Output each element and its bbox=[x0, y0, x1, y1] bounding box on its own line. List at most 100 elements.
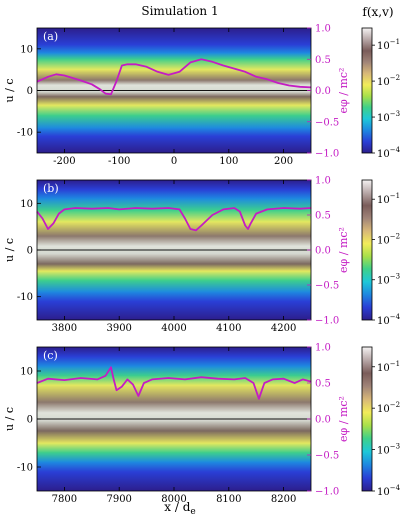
panel-b: (b) 3800 3900 4000 4100 4200 -10 0 10 u / c −1.0 −0… bbox=[3, 176, 401, 335]
x-tick-label: -100 bbox=[108, 156, 130, 167]
colorbar-tick-base: 10 bbox=[377, 149, 390, 160]
colorbar-tick-label: 10−2 bbox=[377, 232, 400, 246]
colorbar-tick-base: 10 bbox=[377, 113, 390, 124]
y-tick-label: -10 bbox=[17, 292, 33, 303]
potential-line bbox=[36, 207, 312, 232]
density-band-high bbox=[37, 222, 311, 271]
panel-label: (a) bbox=[43, 30, 58, 43]
x-tick-label: 8100 bbox=[216, 494, 241, 505]
y2-tick-label: −1.0 bbox=[315, 487, 339, 498]
x-tick-label: 4000 bbox=[161, 323, 186, 334]
x-tick-label: 3800 bbox=[52, 323, 77, 334]
x-axis-label: x / de bbox=[164, 500, 195, 517]
colorbar-title: f(x,v) bbox=[362, 5, 393, 19]
y2-axis-label: eφ / mc² bbox=[337, 227, 350, 273]
colorbar bbox=[361, 346, 373, 492]
y2-tick-label: 0.5 bbox=[315, 379, 331, 390]
colorbar-tick-exponent: −4 bbox=[390, 313, 401, 321]
y2-tick-label: 1.0 bbox=[315, 343, 331, 354]
colorbar bbox=[361, 27, 373, 154]
colorbar-tick-base: 10 bbox=[377, 77, 390, 88]
potential-line bbox=[36, 366, 312, 400]
colorbar-tick-base: 10 bbox=[377, 195, 390, 206]
x-tick-label: 100 bbox=[219, 156, 238, 167]
colorbar-tick-exponent: −4 bbox=[390, 484, 401, 492]
colorbar-tick-exponent: −1 bbox=[390, 192, 400, 200]
x-axis-label-main: x / d bbox=[164, 500, 190, 514]
x-tick-label: 200 bbox=[274, 156, 293, 167]
density-band-peak bbox=[37, 402, 311, 431]
y2-tick-label: 0.0 bbox=[315, 415, 331, 426]
potential-line bbox=[36, 58, 312, 96]
y2-tick-label: 0.0 bbox=[315, 86, 331, 97]
colorbar-tick-label: 10−3 bbox=[377, 273, 400, 287]
y2-tick-label: −0.5 bbox=[315, 117, 339, 128]
x-tick-label: 0 bbox=[171, 156, 177, 167]
density-band-mid bbox=[37, 59, 311, 116]
y2-tick-label: 0.5 bbox=[315, 55, 331, 66]
y-axis-label: u / c bbox=[3, 407, 16, 431]
y-tick-label: 0 bbox=[27, 86, 33, 97]
y-tick-label: 10 bbox=[20, 44, 33, 55]
x-tick-label: 8200 bbox=[271, 494, 296, 505]
y2-tick-label: −0.5 bbox=[315, 281, 339, 292]
colorbar-tick-exponent: −3 bbox=[390, 110, 400, 118]
colorbar-tick-exponent: −2 bbox=[390, 232, 400, 240]
colorbar-tick-label: 10−1 bbox=[377, 38, 400, 52]
y-tick-label: -10 bbox=[17, 463, 33, 474]
density-band-mid bbox=[37, 210, 311, 281]
colorbar-tick-exponent: −3 bbox=[390, 273, 400, 281]
x-axis-label-subscript: e bbox=[190, 507, 195, 517]
y-tick-label: 10 bbox=[20, 199, 33, 210]
colorbar-tick-label: 10−1 bbox=[377, 360, 400, 374]
colorbar-tick-base: 10 bbox=[377, 446, 390, 457]
y2-tick-label: −1.0 bbox=[315, 316, 339, 327]
y2-tick-label: −1.0 bbox=[315, 149, 339, 160]
colorbar-tick-exponent: −4 bbox=[390, 146, 401, 154]
x-tick-label: 8000 bbox=[161, 494, 186, 505]
y2-tick-label: −0.5 bbox=[315, 451, 339, 462]
density-band-peak bbox=[37, 80, 311, 97]
figure-title: Simulation 1 bbox=[141, 4, 218, 18]
density-band-high bbox=[37, 69, 311, 106]
colorbar-tick-label: 10−1 bbox=[377, 192, 400, 206]
y-tick-label: 10 bbox=[20, 367, 33, 378]
colorbar-tick-exponent: −1 bbox=[390, 360, 400, 368]
colorbar-tick-exponent: −2 bbox=[390, 74, 400, 82]
colorbar-tick-base: 10 bbox=[377, 404, 390, 415]
colorbar-tick-base: 10 bbox=[377, 316, 390, 327]
y-tick-label: 0 bbox=[27, 415, 33, 426]
colorbar-tick-label: 10−3 bbox=[377, 443, 400, 457]
y2-axis-label: eφ / mc² bbox=[337, 68, 350, 114]
colorbar-tick-exponent: −3 bbox=[390, 443, 400, 451]
colorbar-tick-label: 10−4 bbox=[377, 484, 401, 498]
y-axis-label: u / c bbox=[3, 238, 16, 262]
y2-tick-label: 1.0 bbox=[315, 176, 331, 187]
y2-tick-label: 0.5 bbox=[315, 211, 331, 222]
colorbar-tick-exponent: −1 bbox=[390, 38, 400, 46]
colorbar-tick-label: 10−4 bbox=[377, 146, 401, 160]
colorbar-tick-base: 10 bbox=[377, 276, 390, 287]
panel-label: (c) bbox=[43, 349, 58, 362]
colorbar-tick-base: 10 bbox=[377, 235, 390, 246]
colorbar bbox=[361, 179, 373, 321]
x-tick-label: 7900 bbox=[106, 494, 131, 505]
panel-label: (b) bbox=[43, 182, 59, 195]
y-tick-label: -10 bbox=[17, 128, 33, 139]
density-band-high bbox=[37, 385, 311, 443]
colorbar-tick-label: 10−3 bbox=[377, 110, 400, 124]
colorbar-tick-label: 10−4 bbox=[377, 313, 401, 327]
density-band-low bbox=[37, 198, 311, 292]
x-tick-label: 4100 bbox=[216, 323, 241, 334]
y2-tick-label: 0.0 bbox=[315, 246, 331, 257]
x-tick-label: -200 bbox=[53, 156, 75, 167]
colorbar-tick-base: 10 bbox=[377, 363, 390, 374]
x-tick-label: 3900 bbox=[106, 323, 131, 334]
colorbar-tick-label: 10−2 bbox=[377, 401, 400, 415]
x-tick-label: 7800 bbox=[52, 494, 77, 505]
y-axis-label: u / c bbox=[3, 79, 16, 103]
colorbar-tick-base: 10 bbox=[377, 487, 390, 498]
